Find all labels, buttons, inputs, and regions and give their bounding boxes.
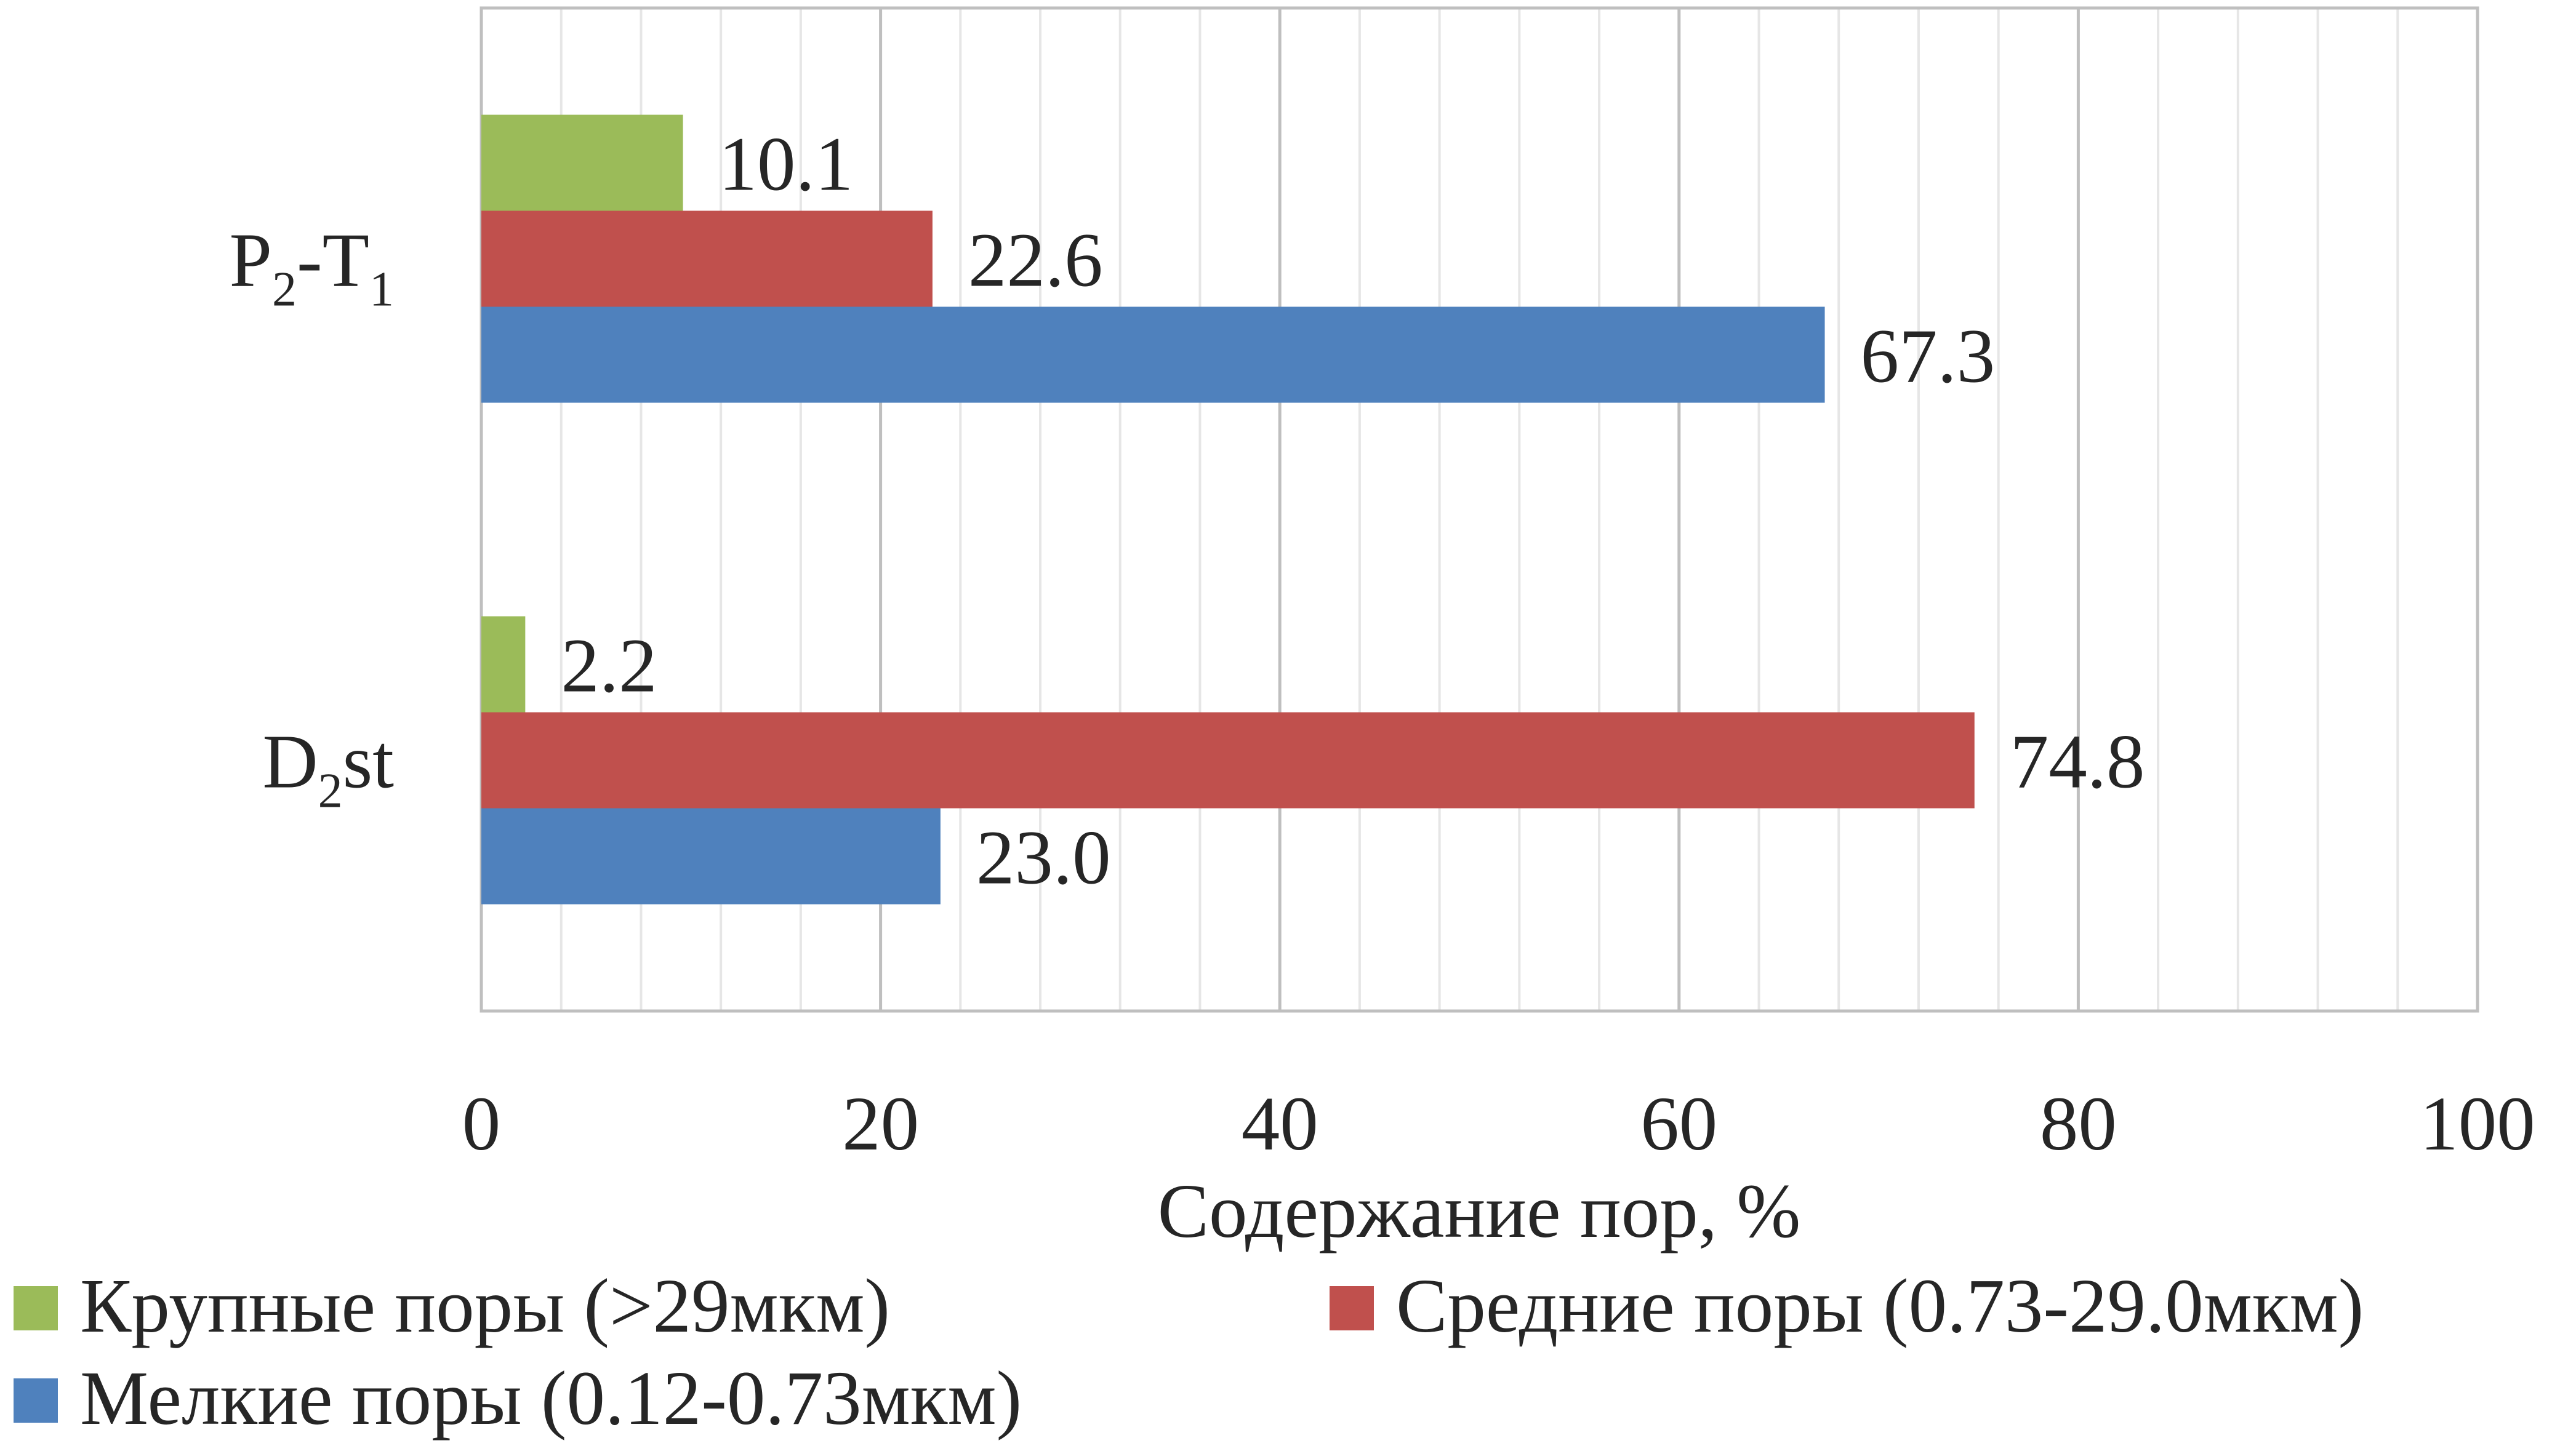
x-tick-label: 0: [462, 1082, 501, 1167]
category-label: D2st: [262, 720, 394, 818]
legend-label: Крупные поры (>29мкм): [80, 1264, 890, 1349]
bar: [481, 306, 1825, 403]
x-axis-title: Содержание пор, %: [1158, 1169, 1801, 1254]
legend: Крупные поры (>29мкм) Средние поры (0.73-…: [14, 1264, 2364, 1441]
category-labels: P2-T1 D2st: [229, 218, 394, 818]
legend-item: Мелкие поры (0.12-0.73мкм): [14, 1356, 1022, 1441]
plot-area-border: [479, 6, 2479, 1013]
data-label: 22.6: [968, 218, 1103, 303]
legend-item: Средние поры (0.73-29.0мкм): [1330, 1264, 2364, 1349]
gridlines: [560, 8, 2399, 1011]
data-label: 2.2: [561, 624, 657, 709]
bar: [481, 114, 683, 211]
data-label: 10.1: [719, 122, 854, 207]
legend-item: Крупные поры (>29мкм): [14, 1264, 890, 1349]
x-tick-label: 100: [2420, 1082, 2535, 1167]
bar: [481, 210, 933, 307]
x-tick-label: 40: [1242, 1082, 1318, 1167]
legend-swatch: [1330, 1286, 1374, 1330]
legend-swatch: [14, 1378, 58, 1423]
x-tick-label: 80: [2040, 1082, 2117, 1167]
bars: [481, 114, 1975, 905]
data-label: 67.3: [1861, 314, 1996, 399]
legend-label: Мелкие поры (0.12-0.73мкм): [80, 1356, 1022, 1441]
legend-label: Средние поры (0.73-29.0мкм): [1396, 1264, 2364, 1349]
data-labels: 10.1 22.6 67.3 2.2 74.8 23.0: [561, 122, 2145, 901]
data-label: 23.0: [976, 816, 1111, 901]
x-tick-label: 20: [842, 1082, 919, 1167]
x-tick-label: 60: [1640, 1082, 1717, 1167]
data-label: 74.8: [2010, 720, 2145, 805]
bar: [481, 808, 941, 905]
legend-swatch: [14, 1286, 58, 1330]
x-tick-labels: 0 20 40 60 80 100: [462, 1082, 2535, 1167]
bar: [481, 712, 1975, 809]
category-label: P2-T1: [229, 218, 394, 317]
bar: [481, 616, 526, 713]
